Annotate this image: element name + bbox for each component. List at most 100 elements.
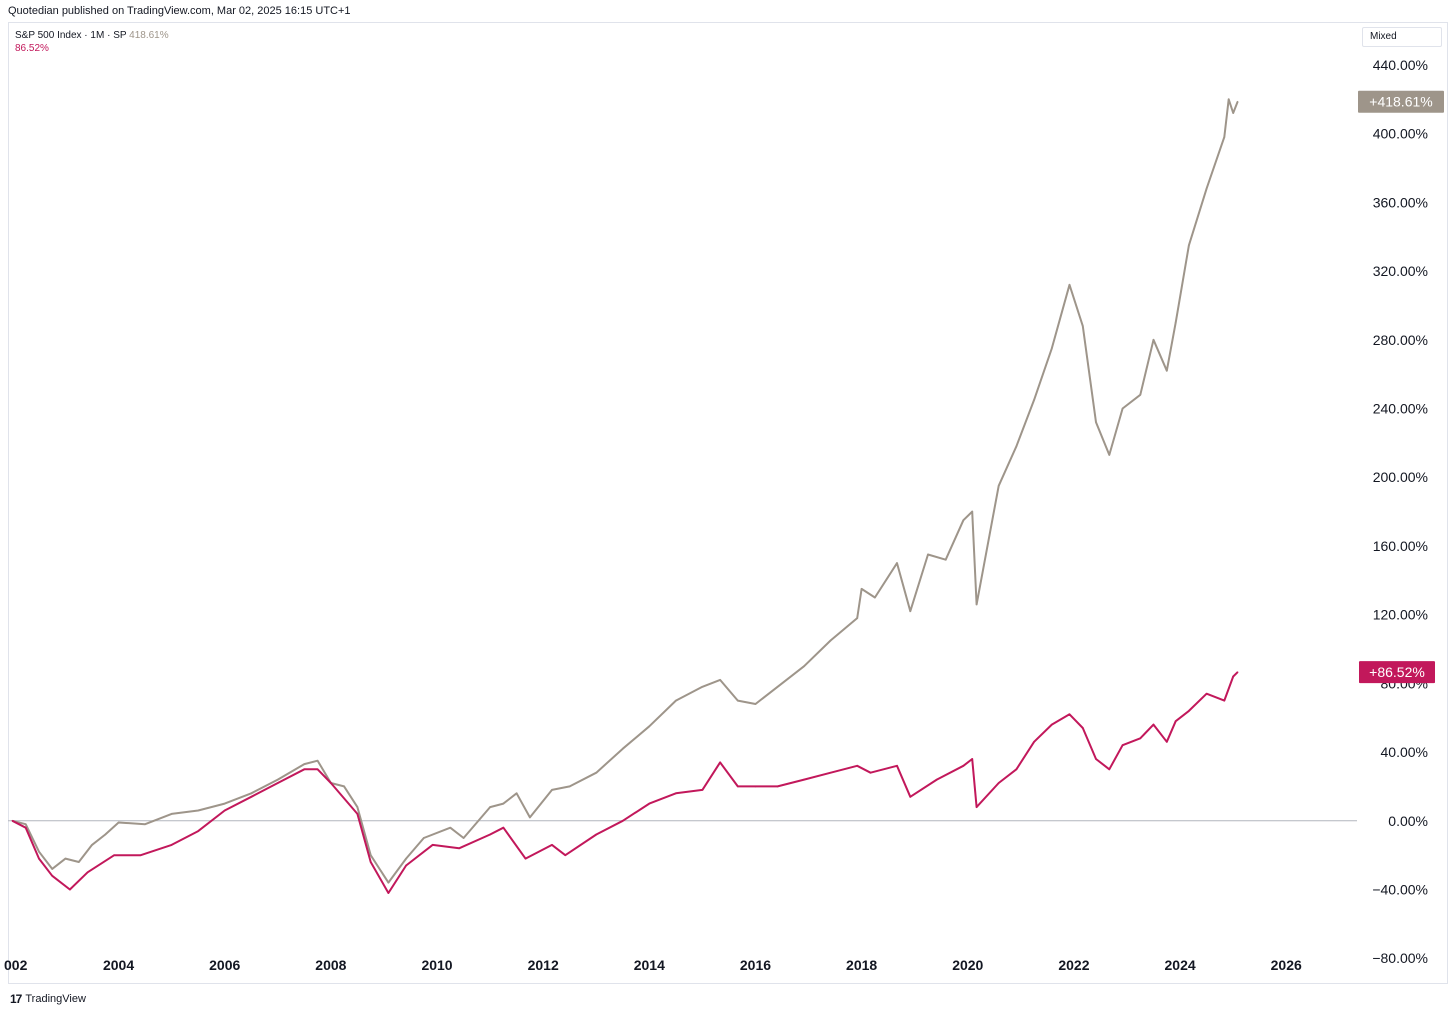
series-1-point	[1108, 454, 1111, 456]
series-1-point	[829, 639, 832, 642]
series-2-point	[51, 874, 54, 877]
series-1-point	[1236, 100, 1239, 103]
legend-row-symbol[interactable]: S&P 500 Index · 1M · SP 418.61%	[15, 29, 169, 42]
series-line-1	[12, 98, 1239, 884]
series-2-point	[1051, 723, 1053, 726]
publisher-line: Quotedian published on TradingView.com, …	[8, 5, 351, 17]
series-1-point	[719, 679, 721, 681]
series-2-point	[1188, 710, 1190, 712]
series-1-point	[896, 562, 898, 564]
series-1-point	[1205, 187, 1208, 190]
series-1-point	[1033, 399, 1035, 401]
series-2-point	[113, 854, 115, 856]
x-tick-label: 2006	[209, 957, 240, 973]
series-1-point	[51, 868, 54, 870]
series-1-point	[551, 789, 553, 791]
series-2-point	[869, 771, 872, 774]
series-1-point	[1166, 369, 1168, 372]
series-1-point	[1051, 347, 1053, 350]
series-2-point	[936, 778, 938, 781]
series-1-point	[1227, 98, 1230, 101]
scale-mode-button[interactable]: Mixed	[1362, 27, 1442, 47]
x-tick-label: 2026	[1271, 957, 1302, 973]
x-tick-label: 2018	[846, 957, 877, 973]
series-2-point	[1139, 737, 1142, 740]
series-2-point	[971, 758, 974, 760]
series-2-point	[197, 830, 199, 832]
series-2-point	[803, 778, 805, 781]
series-1-point	[1081, 325, 1084, 327]
series-2-point	[1166, 740, 1168, 743]
x-tick-label: 2004	[103, 957, 134, 973]
series-1-point	[250, 792, 253, 795]
series-1-point	[489, 806, 491, 808]
series-2-point	[701, 789, 704, 791]
series-1-point	[77, 861, 80, 863]
series-2-point	[489, 833, 491, 836]
series-1-point	[117, 821, 120, 824]
footer-brand: 17 TradingView	[10, 992, 86, 1006]
last-value-badge	[1358, 90, 1444, 113]
series-2-point	[223, 809, 226, 812]
series-1-point	[595, 771, 598, 774]
series-1-point	[515, 792, 518, 795]
series-2-point	[621, 820, 624, 822]
y-tick-label: 320.00%	[1373, 263, 1428, 279]
series-2-point	[524, 857, 527, 860]
y-tick-label: 240.00%	[1373, 401, 1428, 417]
series-1-point	[170, 813, 173, 815]
series-1-point	[736, 699, 739, 702]
series-1-point	[449, 826, 452, 829]
series-1-point	[1068, 284, 1071, 286]
chart-legend: S&P 500 Index · 1M · SP 418.61% 86.52%	[15, 29, 169, 55]
series-2-point	[896, 765, 898, 767]
series-2-point	[856, 765, 859, 767]
series-2-point	[675, 792, 677, 795]
legend-symbol: S&P 500 Index · 1M · SP	[15, 30, 127, 41]
series-1-point	[1152, 339, 1155, 341]
series-1-point	[975, 603, 978, 606]
series-2-point	[754, 785, 757, 788]
x-tick-label: 2010	[421, 957, 452, 973]
series-2-point	[829, 771, 832, 774]
series-1-point	[776, 686, 779, 688]
series-1-point	[422, 837, 425, 839]
series-line-2	[11, 671, 1239, 894]
x-tick-label: 2012	[528, 957, 559, 973]
x-tick-label: 2020	[952, 957, 983, 973]
series-1-point	[971, 510, 974, 513]
series-2-point	[1095, 758, 1097, 760]
y-tick-label: 160.00%	[1373, 538, 1428, 554]
series-1-point	[1232, 112, 1234, 114]
series-2-point	[330, 782, 332, 784]
y-tick-label: −40.00%	[1372, 882, 1428, 898]
series-1-point	[24, 823, 27, 826]
series-1-point	[754, 703, 757, 705]
y-tick-label: 200.00%	[1373, 469, 1428, 485]
series-2-point	[595, 833, 598, 836]
y-tick-label: 280.00%	[1373, 332, 1428, 348]
series-2-point	[648, 802, 651, 805]
series-2-point	[551, 844, 553, 846]
series-2-point	[776, 785, 779, 788]
series-1-point	[356, 806, 359, 808]
y-tick-label: 360.00%	[1373, 194, 1428, 210]
series-1-point	[144, 823, 146, 826]
series-1-point	[197, 809, 199, 812]
series-2-point	[458, 847, 460, 850]
y-tick-label: −80.00%	[1372, 950, 1428, 966]
y-tick-label: 40.00%	[1381, 744, 1428, 760]
series-1-point	[568, 785, 571, 788]
series-1-point	[909, 610, 912, 613]
legend-value-series1: 418.61%	[129, 30, 169, 41]
series-1-point	[927, 553, 929, 556]
series-2-point	[909, 795, 912, 798]
series-2-point	[24, 826, 27, 829]
series-1-point	[91, 844, 93, 846]
x-tick-label: 2022	[1058, 957, 1089, 973]
series-2-point	[303, 768, 306, 771]
chart-frame	[8, 22, 1448, 984]
last-value-label: +418.61%	[1369, 94, 1432, 110]
series-1-point	[462, 837, 465, 839]
